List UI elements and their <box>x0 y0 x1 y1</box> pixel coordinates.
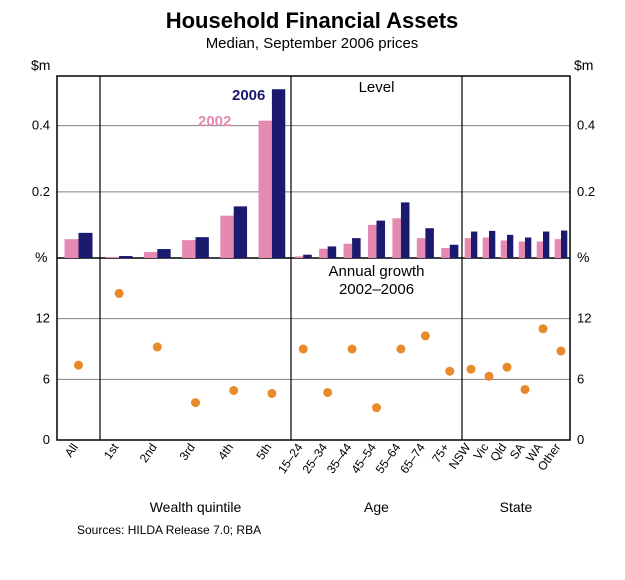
growth-dot <box>372 403 381 412</box>
section-label: Age <box>364 499 389 515</box>
bar-2006 <box>489 231 495 258</box>
category-label: 15–24 <box>275 440 306 476</box>
bar-2002 <box>537 241 543 258</box>
bar-2006 <box>561 231 567 258</box>
category-label: NSW <box>446 440 474 472</box>
bar-2006 <box>119 256 132 258</box>
bar-2006 <box>234 206 247 258</box>
bar-2002 <box>501 240 507 258</box>
bar-2002 <box>368 225 377 258</box>
category-label: 35–44 <box>324 440 355 476</box>
bar-2002 <box>259 121 272 258</box>
bar-2006 <box>272 89 285 258</box>
lower-panel-title: Annual growth <box>329 263 425 280</box>
y-axis-unit-left-lower: % <box>35 249 47 265</box>
growth-dot <box>521 385 530 394</box>
category-label: 25–34 <box>299 440 330 476</box>
bar-2006 <box>377 221 386 258</box>
bar-2002 <box>295 256 304 258</box>
y-tick-label: 0 <box>43 432 50 447</box>
bar-2002 <box>417 238 426 258</box>
bar-2006 <box>401 202 410 258</box>
bar-2006 <box>303 255 312 258</box>
legend-2002: 2002 <box>198 113 231 130</box>
bar-2002 <box>519 241 525 258</box>
bar-2006 <box>157 249 170 258</box>
category-label: 5th <box>253 441 274 463</box>
legend-2006: 2006 <box>232 87 265 104</box>
growth-dot <box>557 347 566 356</box>
growth-dot <box>191 398 200 407</box>
y-tick-label: 6 <box>43 371 50 386</box>
bar-2002 <box>465 238 471 258</box>
bar-2006 <box>471 232 477 258</box>
growth-dot <box>74 361 83 370</box>
y-axis-unit-right-upper: $m <box>574 57 593 73</box>
growth-dot <box>467 365 476 374</box>
growth-dot <box>299 345 308 354</box>
growth-dot <box>323 388 332 397</box>
chart-subtitle: Median, September 2006 prices <box>206 35 419 52</box>
category-label: 2nd <box>137 441 160 465</box>
bar-2002 <box>344 244 353 258</box>
y-axis-unit-left-upper: $m <box>31 57 50 73</box>
growth-dot <box>396 345 405 354</box>
y-tick-label: 6 <box>577 371 584 386</box>
bar-2006 <box>525 237 531 258</box>
lower-panel-subtitle: 2002–2006 <box>339 281 414 298</box>
bar-2006 <box>352 238 361 258</box>
category-label: SA <box>507 441 528 462</box>
y-tick-label: 12 <box>36 311 50 326</box>
bar-2006 <box>328 246 337 258</box>
y-tick-label: 0 <box>577 432 584 447</box>
upper-panel-title: Level <box>359 79 395 96</box>
bar-2002 <box>483 237 489 258</box>
category-label: Vic <box>471 441 492 463</box>
growth-dot <box>503 363 512 372</box>
category-label: 65–74 <box>397 440 428 476</box>
bar-2002 <box>182 240 195 258</box>
category-label: 1st <box>101 440 122 462</box>
growth-dot <box>115 289 124 298</box>
bar-2006 <box>196 237 209 258</box>
y-axis-unit-right-lower: % <box>577 249 589 265</box>
category-label: 45–54 <box>348 440 379 476</box>
bar-2002 <box>65 239 79 258</box>
growth-dot <box>539 324 548 333</box>
y-tick-label: 12 <box>577 311 591 326</box>
financial-assets-chart: Household Financial Assets Median, Septem… <box>0 0 625 575</box>
bar-2002 <box>220 216 233 258</box>
growth-dot <box>445 367 454 376</box>
chart-title: Household Financial Assets <box>166 8 459 33</box>
bar-2002 <box>144 252 157 258</box>
bar-2002 <box>555 239 561 258</box>
bar-2002 <box>106 257 119 258</box>
y-tick-label: 0.2 <box>32 184 50 199</box>
growth-dot <box>348 345 357 354</box>
bar-2002 <box>441 248 450 258</box>
y-tick-label: 0.4 <box>577 118 595 133</box>
growth-dot <box>229 386 238 395</box>
y-tick-label: 0.4 <box>32 118 50 133</box>
bar-2006 <box>79 233 93 258</box>
bar-2002 <box>319 249 328 258</box>
category-label: 3rd <box>177 441 198 463</box>
growth-dot <box>153 342 162 351</box>
growth-dot <box>421 331 430 340</box>
category-label: 55–64 <box>373 440 404 476</box>
bar-2002 <box>392 218 401 258</box>
section-label: State <box>500 499 533 515</box>
section-label: Wealth quintile <box>150 499 242 515</box>
growth-dot <box>485 372 494 381</box>
source-text: Sources: HILDA Release 7.0; RBA <box>77 523 261 537</box>
bar-2006 <box>450 245 459 258</box>
bar-2006 <box>507 235 513 258</box>
bar-2006 <box>543 232 549 258</box>
category-label: All <box>62 441 81 460</box>
category-label: Qld <box>487 441 509 464</box>
bar-2006 <box>425 228 434 258</box>
y-tick-label: 0.2 <box>577 184 595 199</box>
category-label: 4th <box>215 441 236 463</box>
growth-dot <box>267 389 276 398</box>
